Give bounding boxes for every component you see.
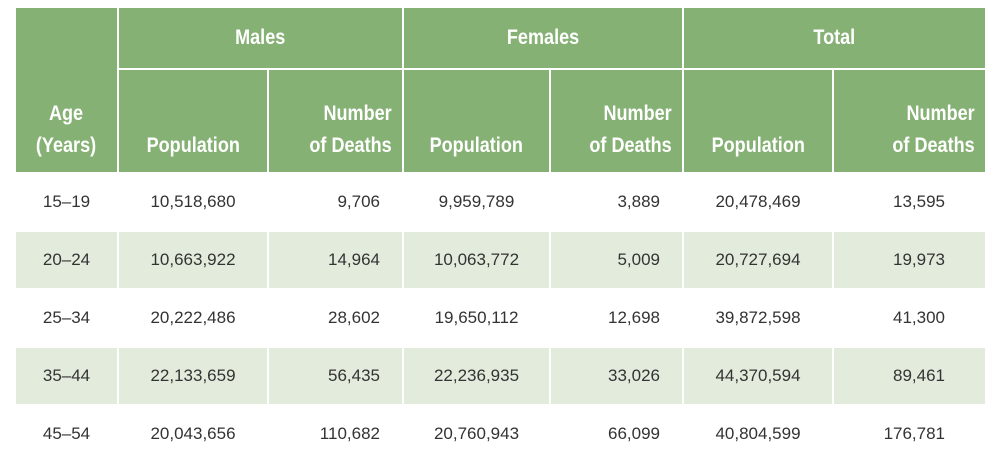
males-population-cell: 10,663,922 (117, 230, 269, 290)
females-deaths-header: Number of Deaths (549, 68, 684, 174)
males-group-header: Males (117, 6, 404, 70)
table-body: 15–19 10,518,680 9,706 9,959,789 3,889 2… (14, 172, 988, 464)
males-population-header: Population (117, 68, 269, 174)
females-population-cell: 9,959,789 (402, 172, 551, 232)
age-cell: 25–34 (14, 288, 119, 348)
females-deaths-cell: 66,099 (549, 404, 684, 464)
total-group-label: Total (813, 26, 856, 49)
header-row-groups: Age (Years) Males Females Total (14, 6, 988, 174)
total-deaths-cell: 41,300 (831, 288, 988, 348)
males-group-label: Males (235, 26, 286, 49)
males-population-label: Population (146, 134, 240, 157)
total-deaths-cell: 89,461 (831, 346, 988, 406)
header-row-columns: Population Number of Deaths Population N… (15, 68, 988, 174)
age-header-label: Age (Years) (36, 102, 97, 157)
females-group-label: Females (506, 26, 580, 49)
males-deaths-cell: 9,706 (267, 172, 404, 232)
age-cell: 20–24 (14, 230, 119, 290)
age-cell: 35–44 (14, 346, 119, 406)
total-deaths-cell: 176,781 (831, 404, 988, 464)
total-population-cell: 20,727,694 (682, 230, 834, 290)
males-population-cell: 20,222,486 (117, 288, 269, 348)
males-population-cell: 20,043,656 (117, 404, 269, 464)
age-header: Age (Years) (14, 6, 119, 174)
total-population-cell: 20,478,469 (682, 172, 834, 232)
total-population-cell: 39,872,598 (682, 288, 834, 348)
females-deaths-label: Number of Deaths (589, 102, 672, 157)
females-population-cell: 22,236,935 (402, 346, 551, 406)
males-deaths-header: Number of Deaths (267, 68, 404, 174)
females-group-header: Females (402, 6, 684, 70)
table-row: 45–54 20,043,656 110,682 20,760,943 66,0… (14, 404, 988, 464)
total-deaths-label: Number of Deaths (892, 102, 976, 157)
females-deaths-cell: 5,009 (549, 230, 684, 290)
females-population-label: Population (429, 134, 524, 157)
total-population-cell: 44,370,594 (682, 346, 834, 406)
females-deaths-cell: 3,889 (549, 172, 684, 232)
males-deaths-cell: 110,682 (267, 404, 404, 464)
mortality-table: Age (Years) Males Females Total Populati… (14, 6, 988, 464)
total-population-header: Population (682, 68, 834, 174)
males-population-cell: 22,133,659 (117, 346, 269, 406)
age-cell: 15–19 (14, 172, 119, 232)
table-header: Age (Years) Males Females Total Populati… (14, 6, 988, 174)
total-deaths-header: Number of Deaths (831, 68, 988, 174)
total-deaths-cell: 13,595 (831, 172, 988, 232)
age-cell: 45–54 (14, 404, 119, 464)
males-deaths-cell: 14,964 (267, 230, 404, 290)
males-deaths-label: Number of Deaths (309, 102, 392, 157)
table-row: 25–34 20,222,486 28,602 19,650,112 12,69… (14, 288, 988, 348)
table-row: 35–44 22,133,659 56,435 22,236,935 33,02… (14, 346, 988, 406)
total-population-label: Population (711, 134, 805, 157)
females-deaths-cell: 33,026 (549, 346, 684, 406)
females-population-header: Population (402, 68, 551, 174)
total-deaths-cell: 19,973 (831, 230, 988, 290)
males-deaths-cell: 28,602 (267, 288, 404, 348)
total-group-header: Total (681, 6, 988, 70)
males-deaths-cell: 56,435 (267, 346, 404, 406)
table-row: 20–24 10,663,922 14,964 10,063,772 5,009… (14, 230, 988, 290)
females-population-cell: 20,760,943 (402, 404, 551, 464)
females-deaths-cell: 12,698 (549, 288, 684, 348)
males-population-cell: 10,518,680 (117, 172, 269, 232)
females-population-cell: 10,063,772 (402, 230, 551, 290)
total-population-cell: 40,804,599 (682, 404, 834, 464)
females-population-cell: 19,650,112 (402, 288, 551, 348)
table-row: 15–19 10,518,680 9,706 9,959,789 3,889 2… (14, 172, 988, 232)
